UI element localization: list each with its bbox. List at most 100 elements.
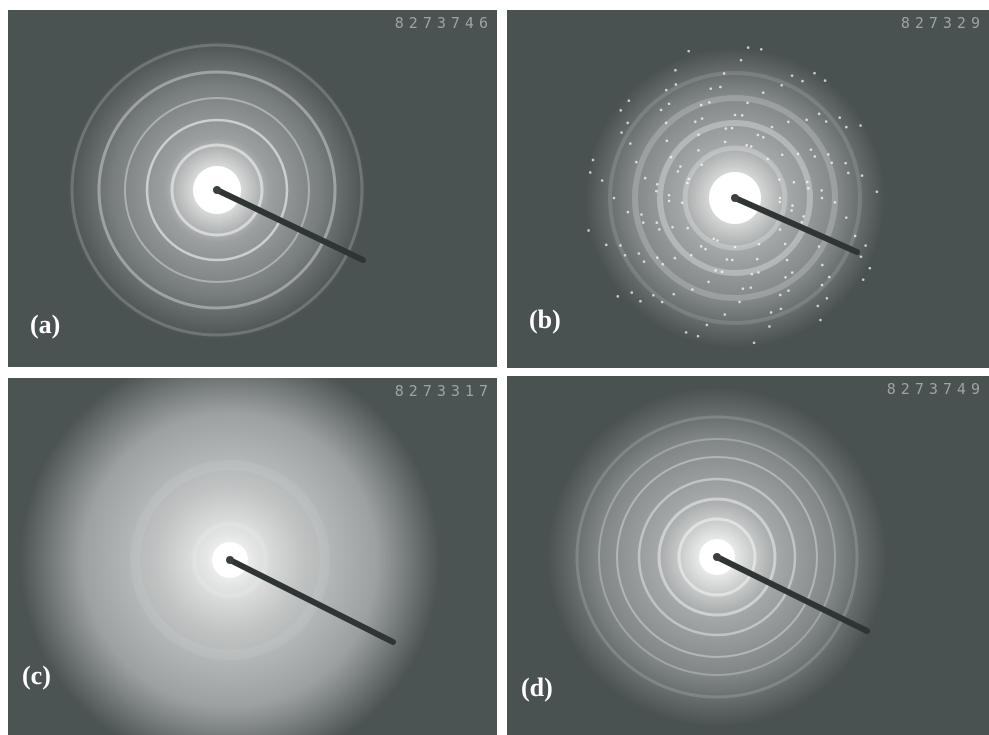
diffraction-spot <box>745 144 748 147</box>
diffraction-spot <box>635 161 638 164</box>
diffraction-spot <box>668 194 671 197</box>
diffraction-spot <box>679 165 682 168</box>
diffraction-spot <box>724 141 727 144</box>
diffraction-spot <box>750 145 753 148</box>
panel-label: (d) <box>521 673 553 702</box>
diffraction-spot <box>751 273 754 276</box>
diffraction-spot <box>821 197 824 200</box>
diffraction-spot <box>686 182 689 185</box>
diffraction-spot <box>753 341 756 344</box>
diffraction-spot <box>701 117 704 120</box>
diffraction-spot <box>790 209 793 212</box>
beam-stop-tip <box>713 553 721 561</box>
diffraction-spot <box>742 287 745 290</box>
diffraction-spot <box>697 133 700 136</box>
diffraction-spot <box>723 72 726 75</box>
diffraction-panel: 8273749(d) <box>507 376 989 735</box>
diffraction-spot <box>668 200 671 203</box>
diffraction-spot <box>780 308 783 311</box>
panel-label: (c) <box>22 661 51 690</box>
diffraction-spot <box>791 74 794 77</box>
diffraction-spot <box>821 264 824 267</box>
diffraction-spot <box>779 294 782 297</box>
diffraction-spot <box>731 259 734 262</box>
diffraction-spot <box>658 228 661 231</box>
diffraction-spot <box>768 325 771 328</box>
diffraction-spot <box>876 191 879 194</box>
diffraction-spot <box>630 291 633 294</box>
diffraction-spot <box>685 331 688 334</box>
diffraction-spot <box>665 89 668 92</box>
image-code: 827329 <box>901 14 985 32</box>
diffraction-spot <box>619 109 622 112</box>
diffraction-spot <box>627 211 630 214</box>
diffraction-spot <box>805 119 808 122</box>
diffraction-spot <box>613 197 616 200</box>
diffraction-spot <box>771 126 774 129</box>
diffraction-spot <box>821 284 824 287</box>
diffraction-spot <box>787 121 790 124</box>
panel-label: (a) <box>30 310 60 339</box>
diffraction-spot <box>605 244 608 247</box>
diffraction-spot <box>624 254 627 257</box>
diffraction-spot <box>778 178 781 181</box>
diffraction-spot <box>862 278 865 281</box>
diffraction-spot <box>854 235 857 238</box>
diffraction-spot <box>731 127 734 130</box>
diffraction-spot <box>700 104 703 107</box>
diffraction-spot <box>791 204 794 207</box>
diffraction-spot <box>825 120 828 123</box>
diffraction-spot <box>638 252 641 255</box>
diffraction-spot <box>643 260 646 263</box>
diffraction-spot <box>665 121 668 124</box>
diffraction-spot <box>674 257 677 260</box>
diffraction-spot <box>687 50 690 53</box>
diffraction-spot <box>661 301 664 304</box>
diffraction-spot <box>845 126 848 129</box>
diffraction-spot <box>734 114 737 117</box>
diffraction-spot <box>690 254 693 257</box>
diffraction-spot <box>707 281 710 284</box>
diffraction-spot <box>797 153 800 156</box>
diffraction-spot <box>668 102 671 105</box>
diffraction-spot <box>807 187 810 190</box>
diffraction-spot <box>770 311 773 314</box>
beam-stop-tip <box>213 186 221 194</box>
diffraction-spot <box>757 271 760 274</box>
diffraction-spot <box>845 216 848 219</box>
diffraction-spot <box>741 114 744 117</box>
diffraction-spot <box>758 243 761 246</box>
diffraction-spot <box>694 120 697 123</box>
diffraction-spot <box>779 197 782 200</box>
diffraction-spot <box>655 221 658 224</box>
diffraction-spot <box>666 139 669 142</box>
diffraction-spot <box>629 142 632 145</box>
diffraction-spot <box>719 86 722 89</box>
panel-label: (b) <box>529 305 561 334</box>
diffraction-spot <box>660 109 663 112</box>
diffraction-spot <box>827 153 830 156</box>
diffraction-spot <box>712 238 715 241</box>
diffraction-spot <box>747 46 750 49</box>
diffraction-spot <box>818 245 821 248</box>
diffraction-spot <box>847 172 850 175</box>
diffraction-spot <box>708 101 711 104</box>
diffraction-spot <box>616 295 619 298</box>
diffraction-spot <box>670 156 673 159</box>
diffraction-spot <box>859 124 862 127</box>
image-code: 8273746 <box>395 14 493 32</box>
diffraction-spot <box>671 226 674 229</box>
diffraction-spot <box>677 170 680 173</box>
diffraction-spot <box>793 181 796 184</box>
diffraction-spot <box>740 59 743 62</box>
diffraction-spot <box>626 122 629 125</box>
diffraction-spot <box>800 221 803 224</box>
diffraction-spot <box>592 159 595 162</box>
diffraction-spot <box>655 190 658 193</box>
diffraction-spot <box>819 319 822 322</box>
diffraction-spot <box>824 79 827 82</box>
diffraction-spot <box>830 161 833 164</box>
diffraction-spot <box>864 244 867 247</box>
diffraction-spot <box>806 181 809 184</box>
diffraction-spot <box>828 276 831 279</box>
